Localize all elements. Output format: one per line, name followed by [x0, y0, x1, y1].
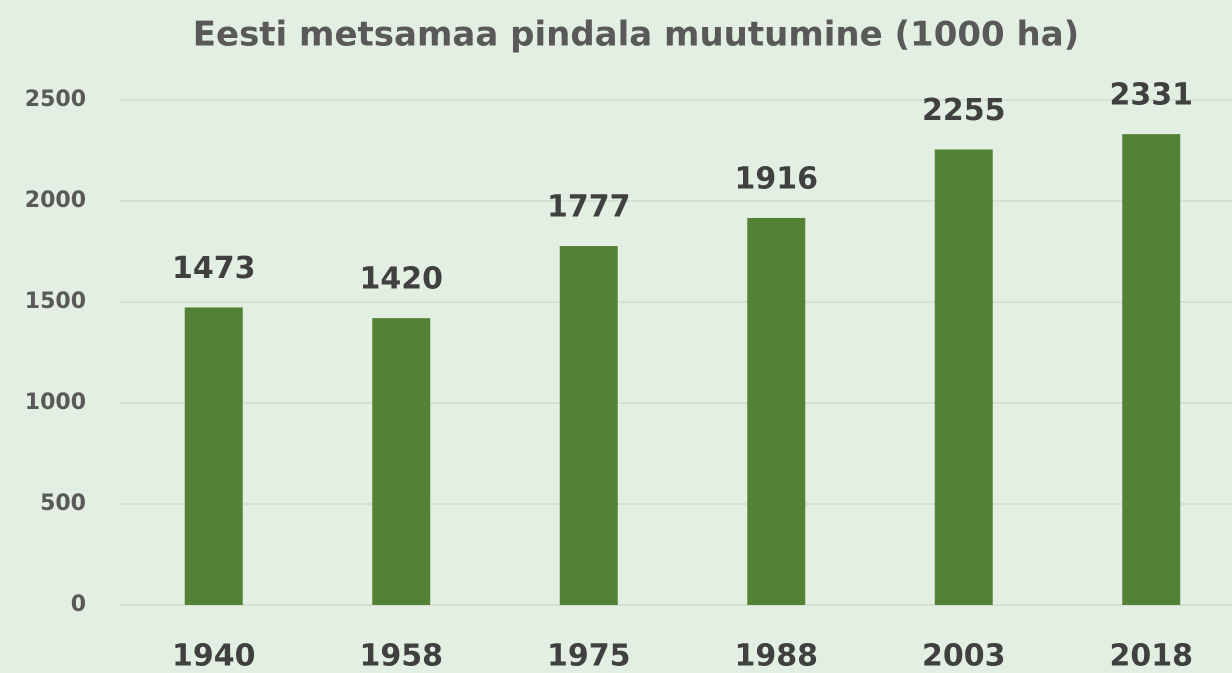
bar [372, 318, 431, 605]
y-tick-label: 2500 [25, 87, 86, 112]
y-tick-label: 500 [40, 491, 86, 516]
value-label: 1916 [735, 161, 819, 196]
value-label: 2255 [922, 93, 1006, 128]
y-tick-label: 1000 [25, 390, 86, 415]
value-label: 1420 [360, 262, 444, 297]
x-tick-label: 1958 [360, 639, 444, 673]
bar [934, 149, 993, 606]
bar [1122, 134, 1181, 605]
value-label: 2331 [1110, 78, 1194, 113]
chart-title: Eesti metsamaa pindala muutumine (1000 h… [193, 15, 1079, 55]
bar [184, 307, 243, 605]
y-tick-label: 1500 [25, 289, 86, 314]
y-tick-label: 2000 [25, 188, 86, 213]
value-label: 1777 [547, 190, 631, 225]
x-tick-label: 2003 [922, 639, 1006, 673]
x-tick-label: 1940 [172, 639, 256, 673]
y-tick-label: 0 [71, 592, 86, 617]
bar [747, 217, 806, 605]
x-tick-label: 2018 [1110, 639, 1194, 673]
value-label: 1473 [172, 251, 256, 286]
x-tick-label: 1988 [735, 639, 819, 673]
bar [559, 246, 618, 605]
x-tick-label: 1975 [547, 639, 631, 673]
